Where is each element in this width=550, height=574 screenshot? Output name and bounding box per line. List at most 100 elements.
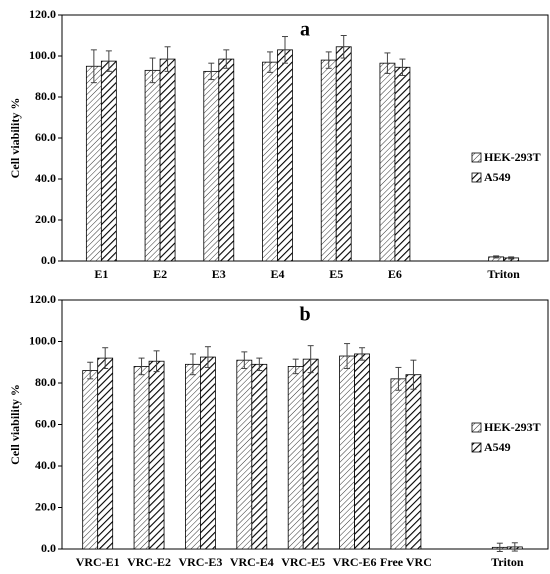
error-bar [292,358,299,375]
legend-swatch [471,172,482,183]
y-tick-label: 80.0 [35,375,56,389]
error-bar [508,256,515,260]
error-bar [90,49,97,84]
bar [390,378,407,550]
error-bar [87,361,94,380]
chart-title: a [300,19,310,41]
error-bar [102,347,109,369]
bar [394,66,411,262]
y-tick-label: 40.0 [35,171,56,185]
error-bar [105,50,112,72]
x-tick-label: E2 [153,267,167,281]
legend-swatch [471,442,482,453]
error-bar [395,366,402,391]
y-tick-label: 120.0 [29,292,56,306]
bar [277,49,293,262]
error-bar [208,62,215,81]
plot-frame [61,14,549,262]
bar [339,355,355,550]
bar [262,61,278,262]
x-tick-label: E3 [212,267,226,281]
bar [218,58,235,262]
error-bar [384,52,391,74]
y-tick-label: 80.0 [35,89,56,103]
x-tick-label: E6 [388,267,402,281]
x-tick-label: VRC-E1 [76,555,120,569]
y-tick-label: 60.0 [35,416,56,430]
error-bar [267,51,273,73]
y-tick-label: 20.0 [35,212,56,226]
bar [85,65,102,262]
y-tick-label: 0.0 [41,253,56,267]
bar [97,357,114,550]
x-tick-label: Triton [487,267,520,281]
error-bar [241,351,248,369]
error-bar [282,36,288,64]
y-tick-label: 0.0 [41,541,56,555]
bar [133,366,150,550]
x-tick-label: Triton [491,555,524,569]
chart: 0.0 20.0 40.0 60.0 80.0 100.0 120.0 b Cell viabi… [8,292,549,569]
error-bar [153,350,160,373]
error-bar [164,46,171,72]
x-tick-label: E1 [94,267,108,281]
bar [354,353,370,550]
error-bar [511,542,518,552]
bar [82,370,99,550]
x-tick-label: E4 [270,267,284,281]
y-tick-label: 60.0 [35,130,56,144]
bar [287,366,304,550]
x-tick-label: VRC-E2 [127,555,171,569]
error-bar [189,353,196,376]
x-tick-label: VRC-E5 [281,555,325,569]
error-bar [204,346,211,368]
y-axis-label: Cell viability % [8,384,22,465]
bar [144,69,161,262]
bar [379,62,396,262]
error-bar [325,51,332,69]
bar [159,58,176,262]
bar [185,363,201,550]
legend-label: A549 [484,170,511,184]
bar [236,359,253,550]
error-bar [344,343,351,369]
legend-label: A549 [484,440,511,454]
legend-label: HEK-293T [484,150,541,164]
bar [302,358,319,550]
bar [405,374,422,550]
error-bar [496,542,503,552]
chart-title: b [299,304,310,326]
x-tick-label: VRC-E3 [178,555,222,569]
bar [320,59,337,262]
x-tick-label: VRC-E4 [230,555,274,569]
error-bar [256,357,263,372]
error-bar [359,347,366,361]
y-tick-label: 100.0 [29,333,56,347]
error-bar [340,35,347,59]
legend-label: HEK-293T [484,420,541,434]
y-tick-label: 40.0 [35,458,56,472]
x-tick-label: E5 [329,267,343,281]
legend-swatch [471,422,482,433]
bar [200,356,216,550]
y-tick-label: 100.0 [29,48,56,62]
error-bar [138,357,145,376]
x-tick-label: Free VRC [380,555,432,569]
error-bar [223,49,230,69]
error-bar [399,58,406,76]
legend-swatch [471,152,482,163]
bar [148,360,165,550]
chart: 0.0 20.0 40.0 60.0 80.0 100.0 120.0 a Cell viabi… [8,7,549,281]
error-bar [410,359,417,390]
bar [251,363,268,550]
y-axis-label: Cell viability % [8,98,22,179]
bar [100,60,117,262]
error-bar [307,345,314,374]
y-tick-label: 20.0 [35,499,56,513]
bar [203,70,220,262]
error-bar [493,255,500,259]
x-tick-label: VRC-E6 [333,555,377,569]
error-bar [149,57,156,84]
bar [335,46,352,262]
